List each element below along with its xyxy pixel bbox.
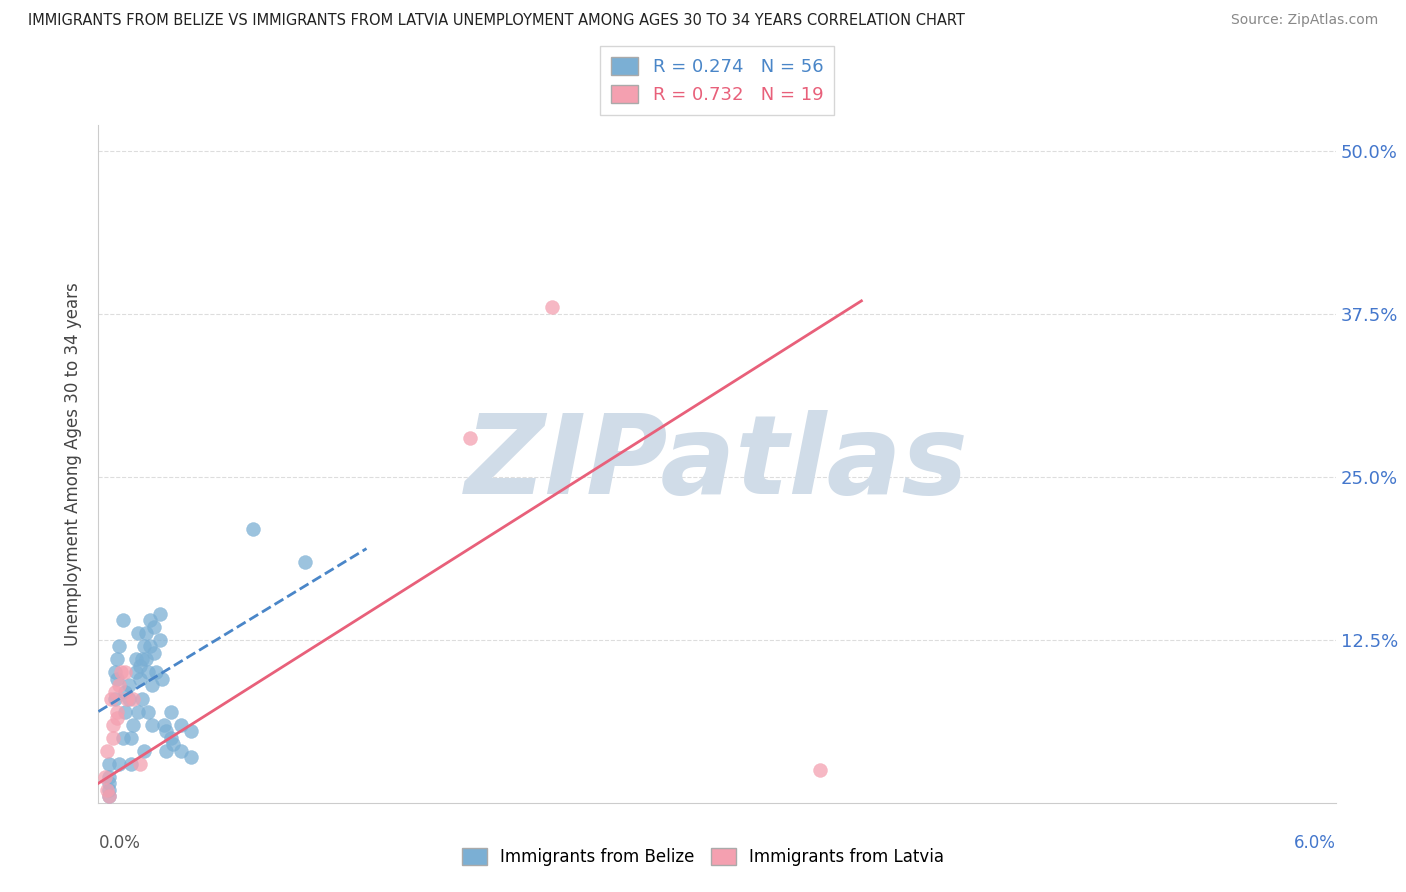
Legend: R = 0.274   N = 56, R = 0.732   N = 19: R = 0.274 N = 56, R = 0.732 N = 19 [600,45,834,115]
Point [122,691,145,706]
Point [124,665,146,680]
Point [143,620,166,634]
Point [155,724,177,739]
Point [114,705,136,719]
Point [104,691,127,706]
Text: 0.0%: 0.0% [98,834,141,852]
Point [114,685,136,699]
Point [110,665,132,680]
Point [150,672,173,686]
Point [153,717,176,731]
Point [112,613,135,627]
Point [294,555,316,569]
Point [135,626,157,640]
Point [120,756,142,771]
Point [143,646,166,660]
Point [458,431,481,445]
Point [96,744,118,758]
Point [108,640,131,654]
Point [128,672,150,686]
Point [97,756,120,771]
Point [141,717,163,731]
Point [120,731,142,745]
Point [97,770,120,784]
Point [180,724,202,739]
Text: IMMIGRANTS FROM BELIZE VS IMMIGRANTS FROM LATVIA UNEMPLOYMENT AMONG AGES 30 TO 3: IMMIGRANTS FROM BELIZE VS IMMIGRANTS FRO… [28,13,965,29]
Point [808,763,831,777]
Point [132,744,155,758]
Point [112,731,135,745]
Point [105,652,128,666]
Point [131,691,153,706]
Point [97,782,120,797]
Point [149,632,172,647]
Point [105,711,128,725]
Point [170,744,193,758]
Point [93,770,115,784]
Point [127,626,149,640]
Point [101,717,124,731]
Point [118,678,141,692]
Point [105,705,128,719]
Point [97,789,120,804]
Point [242,522,264,536]
Point [108,678,131,692]
Point [136,665,159,680]
Point [97,776,120,790]
Point [124,652,146,666]
Point [104,665,127,680]
Point [97,789,120,804]
Point [114,665,136,680]
Point [180,750,202,764]
Point [96,782,118,797]
Point [101,731,124,745]
Text: 6.0%: 6.0% [1294,834,1336,852]
Point [139,613,162,627]
Point [159,731,181,745]
Point [100,691,122,706]
Text: Source: ZipAtlas.com: Source: ZipAtlas.com [1230,13,1378,28]
Point [108,756,131,771]
Point [141,678,163,692]
Point [541,301,564,315]
Point [162,737,184,751]
Point [105,672,128,686]
Y-axis label: Unemployment Among Ages 30 to 34 years: Unemployment Among Ages 30 to 34 years [65,282,83,646]
Point [135,652,157,666]
Point [136,705,159,719]
Point [159,705,181,719]
Point [170,717,193,731]
Point [132,640,155,654]
Point [118,691,141,706]
Point [117,691,139,706]
Point [127,705,149,719]
Point [128,659,150,673]
Point [145,665,167,680]
Point [149,607,172,621]
Point [139,640,162,654]
Point [104,685,127,699]
Text: ZIPatlas: ZIPatlas [465,410,969,517]
Legend: Immigrants from Belize, Immigrants from Latvia: Immigrants from Belize, Immigrants from … [453,840,953,875]
Point [131,652,153,666]
Point [128,756,150,771]
Point [155,744,177,758]
Point [122,717,145,731]
